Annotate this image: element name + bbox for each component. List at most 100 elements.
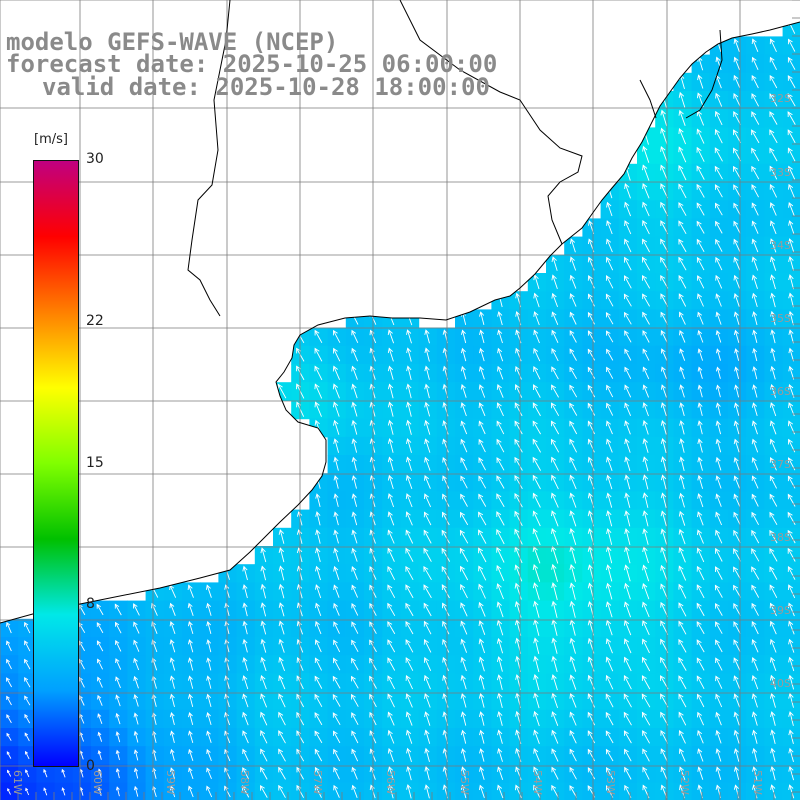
wind-arrow-shaft (733, 621, 741, 635)
wind-arrow-head (696, 584, 702, 591)
wind-arrow-shaft (770, 603, 777, 617)
wind-arrow-head (351, 401, 357, 408)
wind-arrow-head (660, 91, 667, 98)
wind-arrow (769, 38, 777, 52)
wind-arrow-head (514, 456, 520, 463)
wind-arrow-shaft (606, 275, 614, 289)
wind-arrow-shaft (751, 129, 760, 144)
wind-arrow-head (787, 165, 793, 172)
wind-arrow (787, 165, 796, 180)
wind-arrow-shaft (279, 547, 285, 563)
wind-arrow-head (333, 438, 339, 445)
wind-arrow (479, 329, 485, 344)
wind-arrow-head (623, 293, 629, 300)
wind-arrow-head (642, 293, 648, 300)
wind-arrow-shaft (733, 603, 741, 616)
wind-arrow-shaft (660, 330, 668, 343)
wind-arrow-shaft (643, 475, 649, 490)
wind-arrow-shaft (534, 619, 540, 636)
wind-arrow-shaft (588, 330, 595, 343)
wind-arrow-head (770, 347, 776, 354)
wind-arrow-shaft (551, 312, 559, 325)
wind-arrow (478, 511, 487, 526)
wind-arrow-shaft (551, 457, 559, 471)
wind-arrow-shaft (715, 603, 723, 616)
wind-arrow-shaft (496, 457, 505, 471)
wind-arrow-head (733, 311, 739, 317)
wind-arrow-head (769, 402, 776, 408)
wind-arrow-head (424, 438, 430, 445)
wind-arrow (751, 511, 759, 526)
wind-arrow-head (751, 292, 758, 299)
wind-arrow (514, 420, 523, 435)
wind-arrow-head (332, 347, 338, 354)
wind-arrow-head (624, 348, 629, 354)
wind-arrow-head (660, 384, 666, 390)
wind-arrow-head (587, 564, 594, 571)
wind-arrow-shaft (552, 582, 558, 601)
wind-arrow-shaft (314, 366, 323, 381)
wind-arrow (606, 510, 613, 527)
wind-arrow-shaft (207, 621, 212, 635)
wind-arrow (533, 600, 540, 618)
wind-arrow-head (551, 438, 557, 445)
wind-arrow-head (333, 621, 338, 627)
wind-arrow (697, 493, 704, 508)
wind-arrow-head (624, 183, 630, 189)
wind-arrow-shaft (587, 385, 596, 398)
wind-arrow-head (587, 510, 594, 517)
wind-arrow-head (478, 583, 484, 590)
wind-arrow (551, 474, 559, 490)
wind-arrow-shaft (607, 565, 613, 582)
wind-arrow-head (715, 348, 721, 354)
wind-arrow-shaft (624, 275, 632, 289)
wind-arrow-shaft (588, 294, 595, 307)
wind-arrow-head (387, 456, 394, 463)
wind-arrow-head (206, 620, 212, 627)
wind-arrow-shaft (461, 384, 467, 398)
wind-arrow-head (497, 311, 503, 317)
wind-arrow-shaft (769, 129, 778, 144)
wind-arrow-shaft (569, 385, 578, 398)
wind-arrow-shaft (715, 566, 723, 580)
wind-arrow-shaft (733, 548, 741, 562)
wind-arrow-head (460, 602, 466, 609)
wind-arrow-head (569, 474, 575, 481)
wind-arrow (169, 621, 176, 635)
wind-arrow-shaft (479, 620, 486, 635)
wind-arrow-shaft (170, 603, 176, 616)
wind-arrow (696, 220, 705, 234)
wind-arrow (751, 602, 759, 616)
wind-arrow-shaft (441, 584, 450, 599)
wind-arrow (696, 165, 705, 180)
wind-arrow-head (678, 256, 684, 263)
wind-arrow-head (642, 348, 648, 354)
wind-arrow-head (333, 493, 339, 499)
wind-arrow (715, 529, 723, 544)
sea-cell (782, 709, 800, 729)
wind-arrow-head (697, 438, 703, 445)
wind-arrow (769, 238, 777, 253)
wind-arrow-head (624, 330, 629, 336)
wind-arrow-head (642, 438, 648, 444)
wind-arrow (24, 621, 31, 634)
sea-cell (782, 418, 800, 438)
wind-arrow-shaft (407, 402, 412, 417)
sea-cell (782, 145, 800, 165)
wind-arrow (569, 256, 577, 271)
wind-arrow-head (660, 164, 666, 171)
wind-arrow-head (479, 329, 485, 336)
wind-arrow (715, 38, 722, 53)
wind-arrow-shaft (661, 384, 667, 398)
wind-arrow (533, 347, 541, 362)
wind-arrow-head (78, 622, 83, 627)
wind-arrow (260, 565, 267, 581)
wind-arrow-head (496, 384, 502, 390)
wind-arrow-shaft (660, 584, 668, 599)
wind-arrow (678, 620, 687, 635)
wind-arrow-shaft (716, 421, 722, 435)
wind-arrow-shaft (624, 583, 631, 600)
wind-arrow-head (715, 511, 721, 518)
wind-arrow-shaft (625, 475, 631, 490)
wind-arrow (660, 528, 668, 545)
